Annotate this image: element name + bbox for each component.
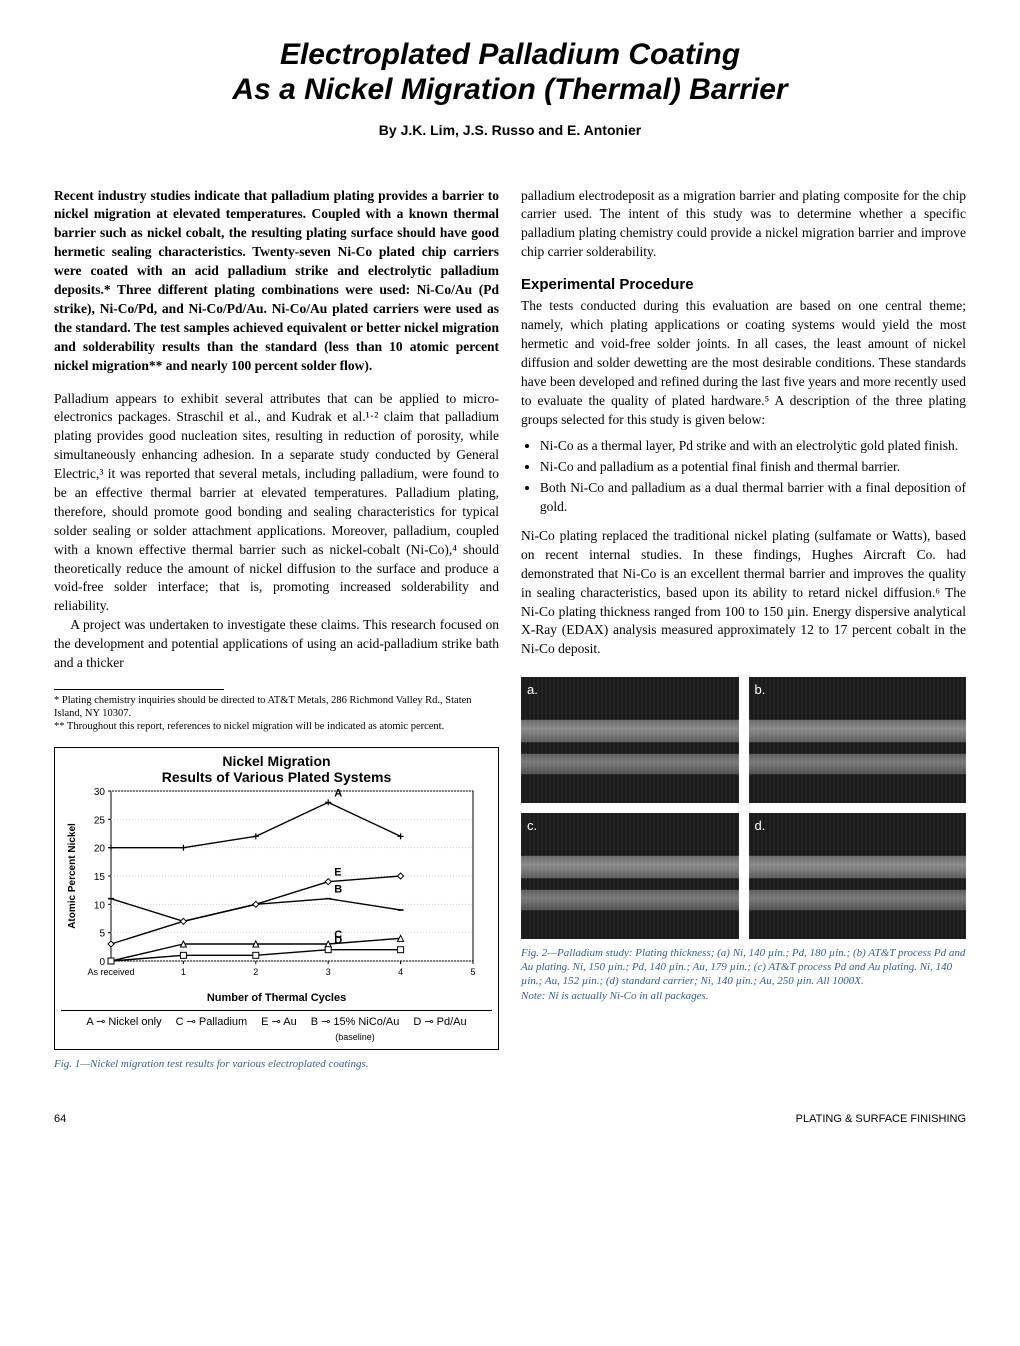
byline: By J.K. Lim, J.S. Russo and E. Antonier [54, 121, 966, 141]
right-para-3: Ni-Co plating replaced the traditional n… [521, 527, 966, 659]
fig2-caption: Fig. 2—Palladium study: Plating thicknes… [521, 947, 966, 988]
bullet-3: Both Ni-Co and palladium as a dual therm… [540, 479, 966, 517]
nickel-migration-chart: Nickel Migration Results of Various Plat… [54, 747, 499, 1050]
fig2-note: Note: Ni is actually Ni-Co in all packag… [521, 990, 966, 1004]
svg-text:15: 15 [94, 872, 106, 883]
micrograph-a: a. [521, 677, 739, 803]
legend-item-A: A ⊸ Nickel only [86, 1015, 161, 1043]
svg-text:1: 1 [181, 967, 186, 977]
svg-text:25: 25 [94, 815, 106, 826]
micrograph-c: c. [521, 813, 739, 939]
svg-text:A: A [334, 787, 342, 799]
bullet-1: Ni-Co as a thermal layer, Pd strike and … [540, 437, 966, 456]
experimental-bullets: Ni-Co as a thermal layer, Pd strike and … [521, 437, 966, 517]
svg-text:20: 20 [94, 844, 106, 855]
micrograph-d: d. [749, 813, 967, 939]
x-axis-label: Number of Thermal Cycles [61, 991, 492, 1006]
title-line2: As a Nickel Migration (Thermal) Barrier [232, 73, 787, 106]
svg-text:30: 30 [94, 787, 106, 798]
journal-name: PLATING & SURFACE FINISHING [796, 1112, 966, 1127]
svg-text:5: 5 [99, 929, 105, 940]
right-para-1: palladium electrodeposit as a migration … [521, 187, 966, 263]
figure-2-grid: a. b. c. d. [521, 677, 966, 939]
micrograph-b: b. [749, 677, 967, 803]
experimental-head: Experimental Procedure [521, 274, 966, 295]
svg-text:B: B [334, 884, 342, 896]
left-para-2: A project was undertaken to investigate … [54, 616, 499, 673]
svg-text:2: 2 [253, 967, 258, 977]
chart-legend: A ⊸ Nickel only C ⊸ Palladium E ⊸ Au B ⊸ 15… [61, 1010, 492, 1045]
chart-title-1: Nickel Migration [222, 753, 330, 769]
page-number: 64 [54, 1112, 66, 1127]
legend-item-D: D ⊸ Pd/Au [413, 1015, 466, 1043]
legend-item-C: C ⊸ Palladium [176, 1015, 248, 1043]
svg-text:4: 4 [398, 967, 403, 977]
page-footer: 64 PLATING & SURFACE FINISHING [54, 1112, 966, 1127]
footnote-rule [54, 689, 224, 690]
title-line1: Electroplated Palladium Coating [280, 38, 740, 71]
footnote-2: ** Throughout this report, references to… [54, 720, 499, 733]
right-para-2: The tests conducted during this evaluati… [521, 297, 966, 429]
left-para-1: Palladium appears to exhibit several att… [54, 390, 499, 617]
legend-item-B: B ⊸ 15% NiCo/Au(baseline) [311, 1015, 400, 1043]
paper-title: Electroplated Palladium Coating As a Nic… [54, 38, 966, 107]
svg-text:E: E [334, 867, 341, 879]
fig1-caption: Fig. 1—Nickel migration test results for… [54, 1058, 499, 1072]
svg-text:As received: As received [87, 967, 134, 977]
svg-text:3: 3 [326, 967, 331, 977]
left-column: Recent industry studies indicate that pa… [54, 187, 499, 1072]
svg-text:10: 10 [94, 900, 106, 911]
two-column-body: Recent industry studies indicate that pa… [54, 187, 966, 1072]
svg-text:5: 5 [470, 967, 475, 977]
legend-item-E: E ⊸ Au [261, 1015, 297, 1043]
footnote-1: * Plating chemistry inquiries should be … [54, 694, 499, 720]
chart-title: Nickel Migration Results of Various Plat… [61, 754, 492, 785]
chart-title-2: Results of Various Plated Systems [162, 769, 392, 785]
right-column: palladium electrodeposit as a migration … [521, 187, 966, 1072]
bullet-2: Ni-Co and palladium as a potential final… [540, 458, 966, 477]
chart-plot: 051015202530As received12345Atomic Perce… [61, 785, 481, 985]
abstract: Recent industry studies indicate that pa… [54, 187, 499, 376]
svg-text:Atomic Percent Nickel: Atomic Percent Nickel [67, 823, 78, 929]
svg-text:D: D [334, 935, 342, 947]
